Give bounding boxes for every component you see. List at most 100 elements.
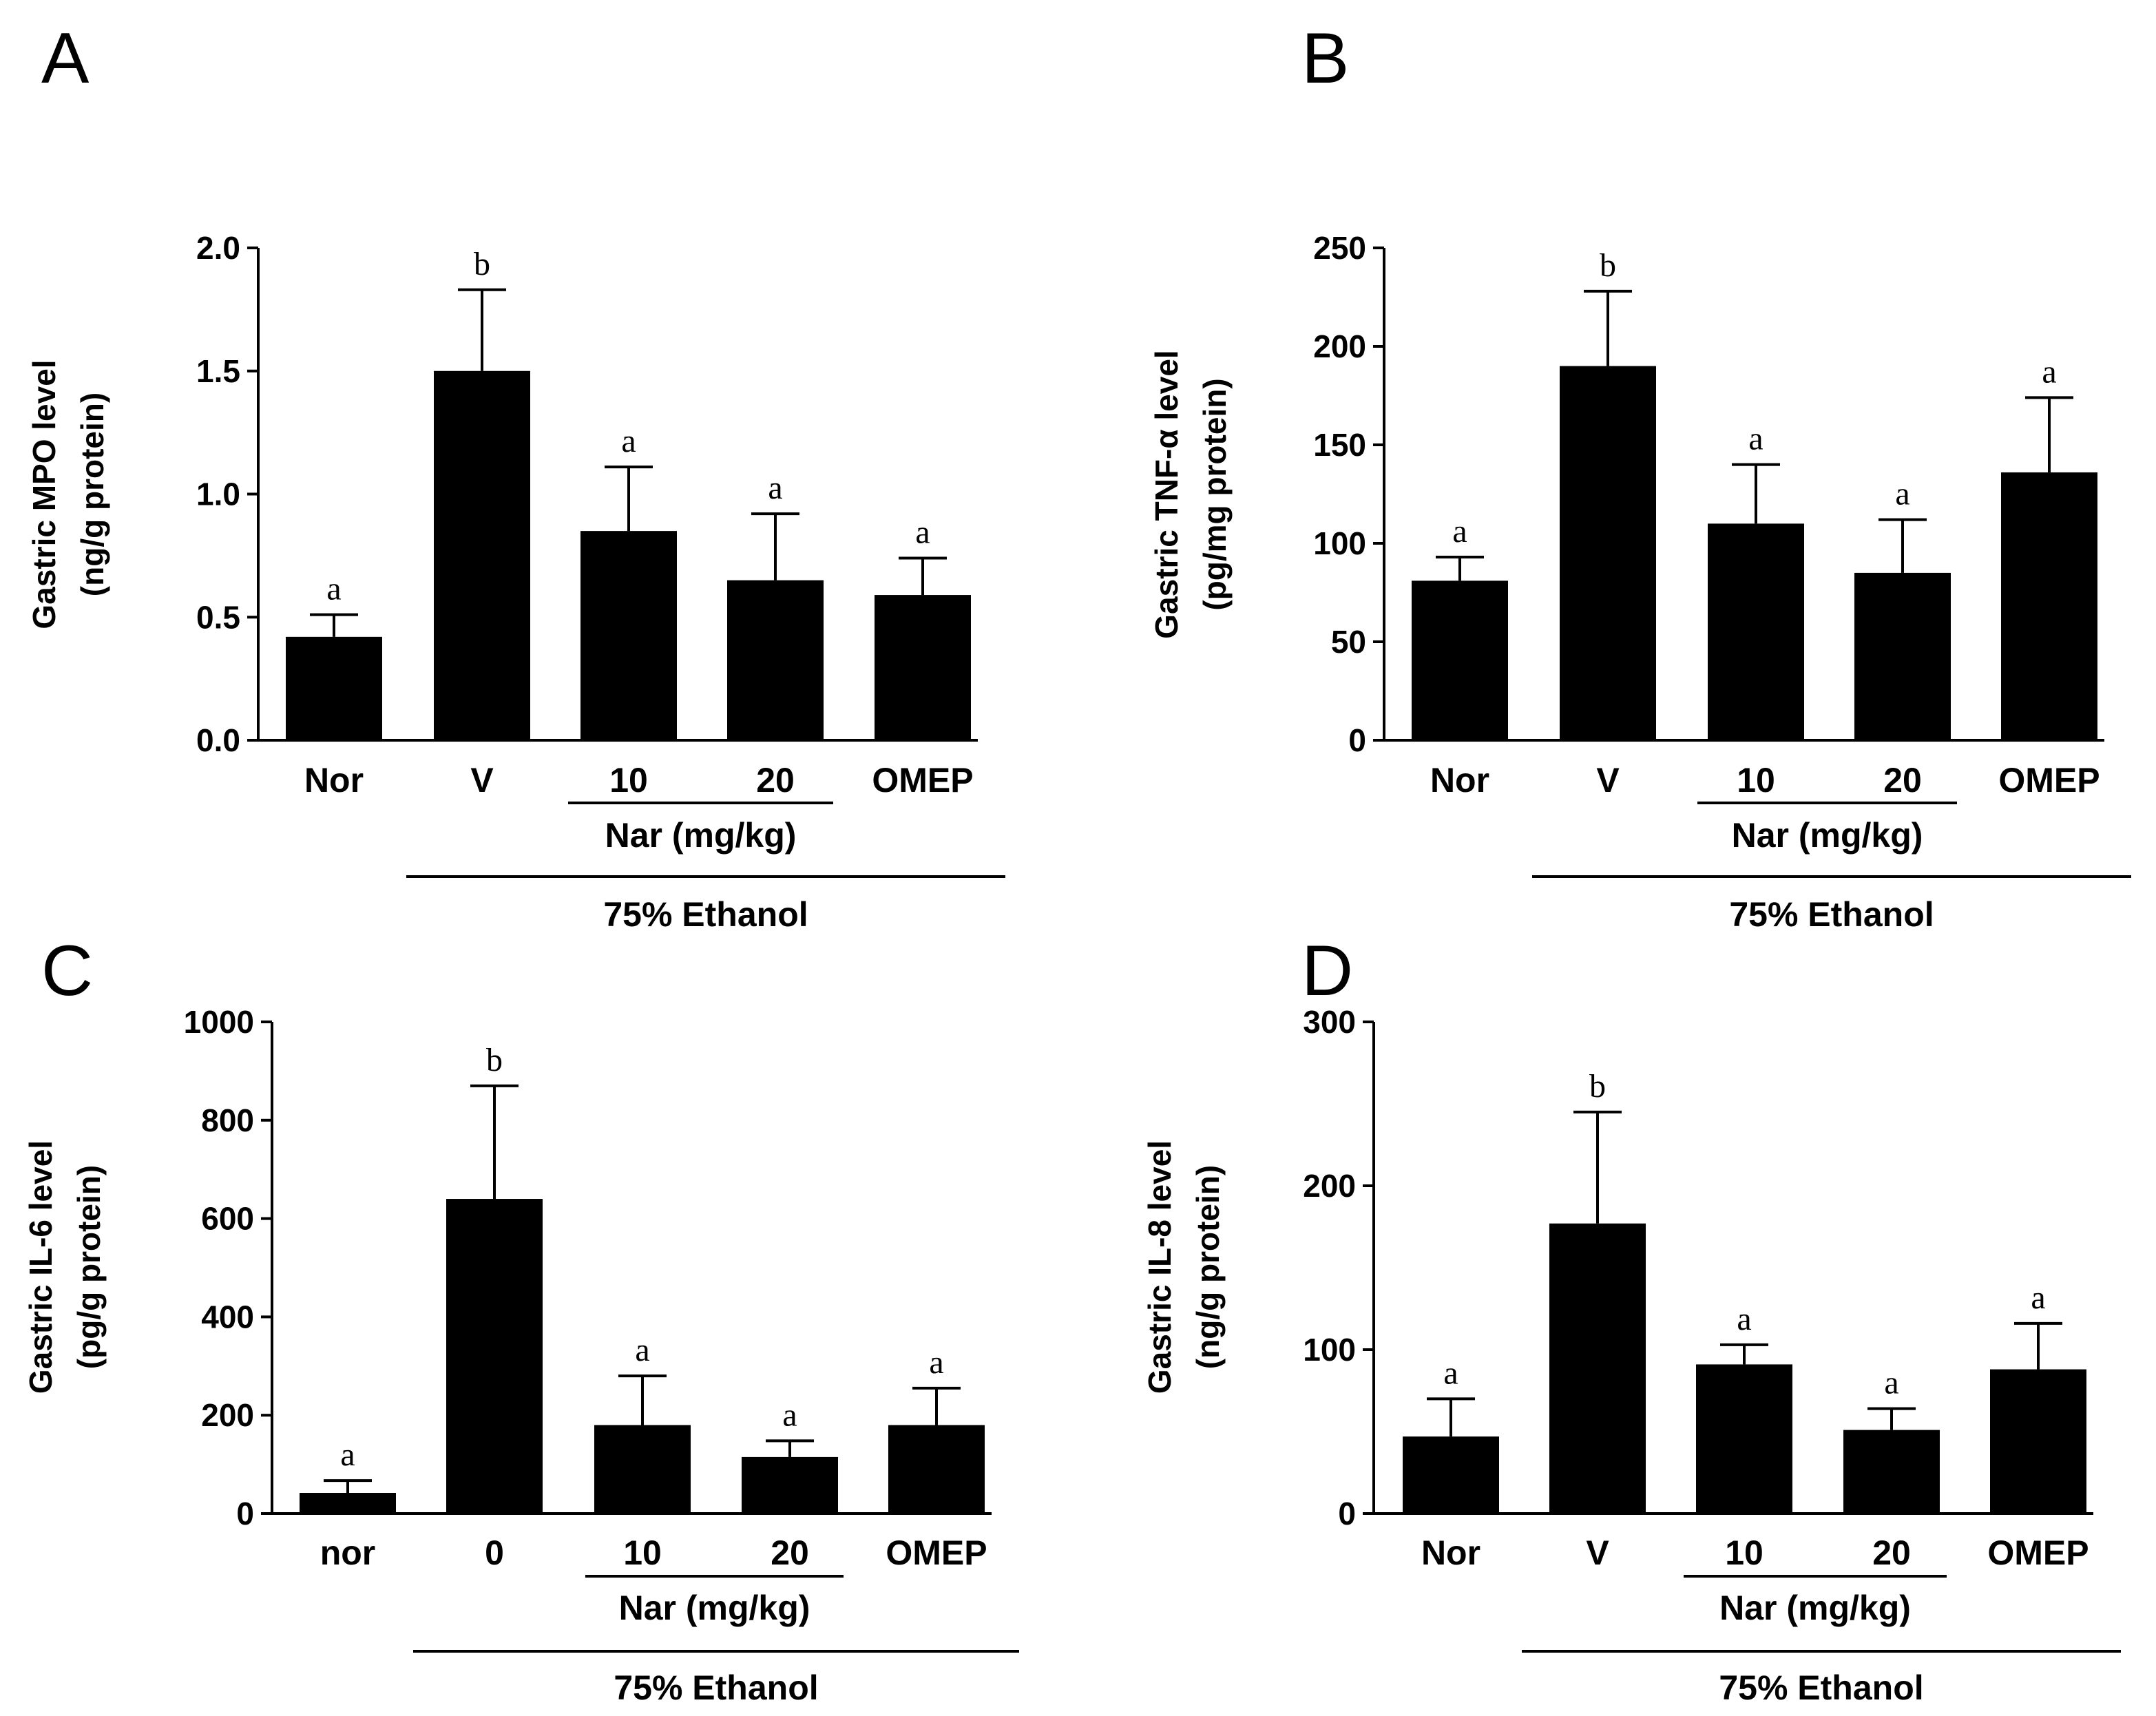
bar-20 (1854, 572, 1951, 740)
significance-letter: a (2042, 353, 2056, 390)
bar-V (434, 370, 530, 740)
significance-letter: b (474, 246, 490, 282)
y-tick-label: 0 (236, 1496, 254, 1531)
significance-letter: a (326, 571, 341, 607)
significance-letter: a (768, 470, 782, 506)
category-label: 10 (609, 761, 648, 799)
y-tick-label: 800 (201, 1102, 254, 1138)
panel-A: A 0.0 0.5 1.0 1.5 2.0 Gastric MPO level (ng/g p… (26, 19, 1005, 934)
significance-letter: b (1600, 247, 1616, 284)
y-tick-label: 200 (201, 1397, 254, 1433)
bar-10 (594, 1425, 691, 1514)
y-tick-label: 1.0 (196, 477, 240, 512)
y-axis-title: Gastric IL-6 level (23, 1140, 59, 1394)
treatment-label: 75% Ethanol (614, 1668, 818, 1707)
significance-letter: a (1895, 476, 1909, 512)
y-tick-label: 0 (1338, 1496, 1356, 1531)
bar-20 (742, 1456, 838, 1514)
y-tick-label: 1.5 (196, 353, 240, 389)
category-label: 20 (756, 761, 795, 799)
significance-letter: a (1452, 513, 1467, 550)
category-label: 20 (1883, 761, 1922, 799)
category-label: OMEP (886, 1534, 987, 1572)
significance-letter: a (1884, 1365, 1898, 1401)
bar-Nor (1403, 1436, 1499, 1514)
bar-20 (1843, 1430, 1940, 1514)
category-label: V (1596, 761, 1620, 799)
significance-letter: a (1748, 421, 1763, 457)
significance-letter: b (486, 1042, 503, 1078)
y-tick-label: 250 (1313, 230, 1366, 266)
significance-letter: a (621, 423, 636, 459)
significance-letter: a (1443, 1354, 1458, 1391)
category-label: 10 (623, 1534, 662, 1572)
panel-letter: A (41, 19, 90, 98)
panel-D: D 0 100 200 300 Gastric IL-8 level (ng/g prote… (1142, 931, 2121, 1707)
category-label: Nor (1430, 761, 1489, 799)
group-label: Nar (mg/kg) (619, 1589, 810, 1627)
panel-letter: C (41, 931, 93, 1011)
treatment-label: 75% Ethanol (1729, 895, 1934, 934)
y-tick-label: 100 (1303, 1332, 1356, 1368)
bar-10 (1696, 1364, 1792, 1514)
significance-letter: a (1737, 1301, 1751, 1337)
treatment-label: 75% Ethanol (603, 895, 808, 934)
y-axis-title: (ng/g protein) (74, 393, 110, 596)
panel-letter: D (1301, 931, 1353, 1011)
significance-letter: a (635, 1332, 649, 1368)
category-label: 0 (485, 1534, 504, 1572)
y-axis-title: Gastric MPO level (26, 359, 62, 629)
y-tick-label: 1000 (184, 1004, 254, 1040)
panel-letter: B (1301, 19, 1349, 98)
y-tick-label: 600 (201, 1201, 254, 1237)
y-tick-label: 50 (1331, 624, 1366, 660)
bar-10 (1708, 523, 1804, 740)
bar-OMEP (2001, 472, 2097, 740)
y-tick-label: 0 (1348, 722, 1366, 758)
bar-10 (580, 531, 677, 740)
significance-letter: a (2031, 1279, 2045, 1316)
group-label: Nar (mg/kg) (605, 816, 797, 855)
category-label: OMEP (1987, 1534, 2089, 1572)
category-label: nor (320, 1534, 376, 1572)
y-tick-label: 0.0 (196, 722, 240, 758)
y-axis-title: Gastric IL-8 level (1142, 1140, 1178, 1394)
y-tick-label: 150 (1313, 427, 1366, 463)
significance-letter: a (915, 514, 930, 550)
category-label: 20 (771, 1534, 809, 1572)
bar-V (1560, 366, 1656, 740)
y-axis-title: (ng/g protein) (1190, 1165, 1226, 1369)
y-axis-title: (pg/g protein) (71, 1165, 107, 1369)
treatment-label: 75% Ethanol (1719, 1668, 1923, 1707)
significance-letter: a (340, 1436, 355, 1473)
bar-OMEP (875, 595, 971, 740)
group-label: Nar (mg/kg) (1732, 816, 1923, 855)
y-tick-label: 0.5 (196, 599, 240, 635)
y-axis-title: (pg/mg protein) (1197, 378, 1233, 610)
y-tick-label: 100 (1313, 525, 1366, 561)
bar-0 (446, 1199, 543, 1514)
significance-letter: a (782, 1396, 797, 1433)
bar-nor (300, 1493, 396, 1514)
bar-Nor (286, 636, 382, 740)
bar-V (1549, 1223, 1646, 1514)
significance-letter: a (929, 1344, 943, 1381)
category-label: 20 (1872, 1534, 1911, 1572)
category-label: Nor (304, 761, 364, 799)
category-label: Nor (1421, 1534, 1480, 1572)
category-label: OMEP (872, 761, 973, 799)
y-tick-label: 2.0 (196, 230, 240, 266)
category-label: 10 (1737, 761, 1775, 799)
category-label: V (470, 761, 494, 799)
panel-B: B 0 50 100 150 200 250 Gastric TNF-α level (pg/m… (1149, 19, 2131, 934)
bar-OMEP (888, 1425, 985, 1514)
y-axis-title: Gastric TNF-α level (1149, 350, 1184, 638)
significance-letter: b (1589, 1068, 1606, 1105)
y-tick-label: 200 (1313, 328, 1366, 364)
bar-OMEP (1990, 1369, 2086, 1514)
group-label: Nar (mg/kg) (1719, 1589, 1911, 1627)
y-tick-label: 400 (201, 1299, 254, 1335)
category-label: V (1586, 1534, 1609, 1572)
